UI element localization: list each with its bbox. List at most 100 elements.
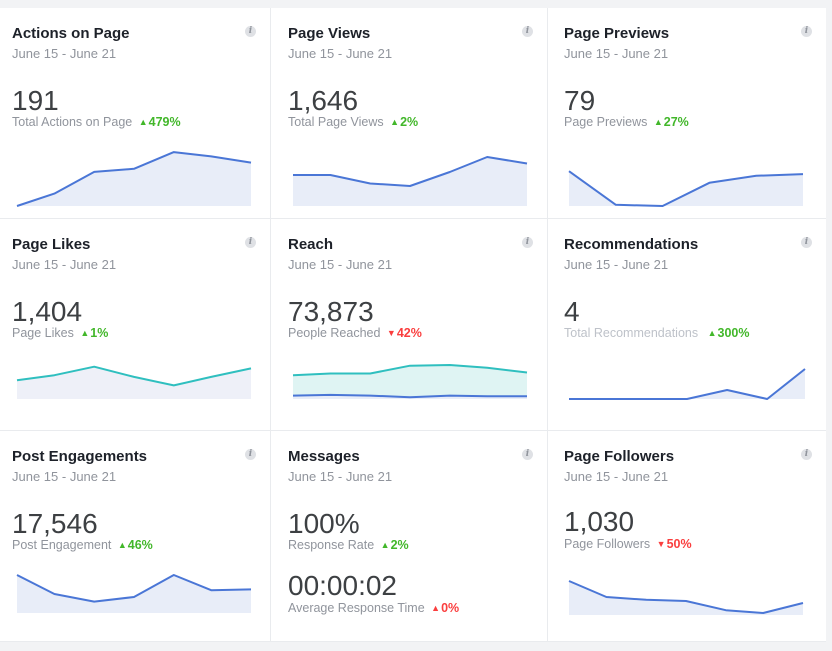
metric-label-row: Total Actions on Page ▲479% bbox=[12, 115, 181, 129]
card-page-previews[interactable]: Page Previews June 15 - June 21 i 79 Pag… bbox=[548, 8, 826, 219]
card-recommendations[interactable]: Recommendations June 15 - June 21 i 4 To… bbox=[548, 219, 826, 431]
change-percent: 479% bbox=[148, 115, 181, 129]
metric-label-row: Total Page Views ▲2% bbox=[288, 115, 418, 129]
sparkline-area bbox=[17, 366, 251, 399]
card-date-range: June 15 - June 21 bbox=[288, 257, 393, 272]
info-icon[interactable]: i bbox=[522, 449, 533, 460]
change-percent: 42% bbox=[396, 326, 422, 340]
triangle-up-icon: ▲ bbox=[80, 328, 90, 338]
reach-line-organic bbox=[292, 364, 528, 377]
change-indicator: ▲300% bbox=[708, 326, 750, 340]
sparkline-line bbox=[16, 574, 252, 603]
info-icon[interactable]: i bbox=[801, 26, 812, 37]
card-actions-on-page[interactable]: Actions on Page June 15 - June 21 i 191 … bbox=[0, 8, 271, 219]
card-title: Actions on Page bbox=[12, 25, 130, 42]
reach-area-organic bbox=[293, 365, 527, 398]
card-reach[interactable]: Reach June 15 - June 21 i 73,873 People … bbox=[271, 219, 548, 431]
card-title: Recommendations bbox=[564, 236, 699, 253]
sparkline-area bbox=[569, 171, 803, 206]
card-date-range: June 15 - June 21 bbox=[12, 469, 117, 484]
info-icon[interactable]: i bbox=[801, 449, 812, 460]
response-rate-value: 100% bbox=[288, 508, 360, 539]
change-percent: 2% bbox=[390, 538, 409, 552]
card-title: Post Engagements bbox=[12, 448, 148, 465]
metric-value: 4 bbox=[564, 296, 580, 327]
change-percent: 50% bbox=[666, 537, 692, 551]
triangle-down-icon: ▼ bbox=[386, 328, 396, 338]
metric-label: Page Likes bbox=[12, 326, 74, 340]
sparkline-area bbox=[569, 581, 803, 615]
card-title: Page Previews bbox=[564, 25, 670, 42]
sparkline-chart bbox=[568, 170, 804, 207]
change-indicator: ▲0% bbox=[431, 601, 459, 615]
triangle-up-icon: ▲ bbox=[653, 117, 663, 127]
card-post-engagements[interactable]: Post Engagements June 15 - June 21 i 17,… bbox=[0, 431, 271, 642]
change-indicator: ▼42% bbox=[387, 326, 422, 340]
metric-label-row: Total Recommendations ▲300% bbox=[564, 326, 750, 340]
card-title: Page Views bbox=[288, 25, 371, 42]
sparkline-chart bbox=[568, 580, 804, 615]
card-date-range: June 15 - June 21 bbox=[564, 257, 669, 272]
change-indicator: ▲479% bbox=[139, 115, 181, 129]
info-icon[interactable]: i bbox=[245, 237, 256, 248]
card-title: Page Followers bbox=[564, 448, 675, 465]
card-messages[interactable]: Messages June 15 - June 21 i 100% Respon… bbox=[271, 431, 548, 642]
sparkline-chart bbox=[569, 368, 806, 400]
sparkline-area bbox=[569, 369, 805, 399]
change-indicator: ▼50% bbox=[657, 537, 692, 551]
sparkline-line bbox=[568, 170, 804, 207]
sparkline-line bbox=[16, 365, 252, 387]
triangle-up-icon: ▲ bbox=[117, 540, 127, 550]
card-date-range: June 15 - June 21 bbox=[12, 46, 117, 61]
metric-label: People Reached bbox=[288, 326, 381, 340]
sparkline-area bbox=[17, 152, 251, 206]
triangle-down-icon: ▼ bbox=[656, 539, 666, 549]
sparkline-line bbox=[568, 580, 804, 614]
metric-value: 1,646 bbox=[288, 85, 359, 116]
sparkline-chart bbox=[293, 156, 528, 206]
info-icon[interactable]: i bbox=[522, 26, 533, 37]
change-indicator: ▲2% bbox=[390, 115, 418, 129]
metric-value: 73,873 bbox=[288, 296, 374, 327]
change-percent: 2% bbox=[400, 115, 419, 129]
metric-label-row: Post Engagement ▲46% bbox=[12, 538, 153, 552]
change-percent: 1% bbox=[90, 326, 109, 340]
change-indicator: ▲2% bbox=[381, 538, 409, 552]
change-percent: 0% bbox=[441, 601, 460, 615]
card-title: Page Likes bbox=[12, 236, 91, 253]
info-icon[interactable]: i bbox=[801, 237, 812, 248]
sparkline-area bbox=[293, 157, 527, 206]
response-time-value: 00:00:02 bbox=[288, 570, 397, 601]
metric-label: Total Page Views bbox=[288, 115, 384, 129]
metric-label: Page Previews bbox=[564, 115, 648, 129]
change-indicator: ▲1% bbox=[80, 326, 108, 340]
change-percent: 46% bbox=[127, 538, 153, 552]
metric-value: 79 bbox=[564, 85, 596, 116]
info-icon[interactable]: i bbox=[245, 449, 256, 460]
sparkline-chart-stacked bbox=[292, 364, 528, 399]
card-date-range: June 15 - June 21 bbox=[564, 469, 669, 484]
card-title: Messages bbox=[288, 448, 360, 465]
metric-value: 191 bbox=[12, 85, 59, 116]
sparkline-line bbox=[569, 368, 806, 400]
card-page-views[interactable]: Page Views June 15 - June 21 i 1,646 Tot… bbox=[271, 8, 548, 219]
info-icon[interactable]: i bbox=[522, 237, 533, 248]
card-date-range: June 15 - June 21 bbox=[564, 46, 669, 61]
card-date-range: June 15 - June 21 bbox=[288, 46, 393, 61]
sparkline-chart bbox=[16, 151, 252, 207]
card-date-range: June 15 - June 21 bbox=[288, 469, 393, 484]
metric-value: 1,404 bbox=[12, 296, 83, 327]
metric-value: 17,546 bbox=[12, 508, 98, 539]
sparkline-line bbox=[16, 151, 252, 207]
sparkline-chart bbox=[16, 574, 252, 613]
card-date-range: June 15 - June 21 bbox=[12, 257, 117, 272]
change-percent: 300% bbox=[717, 326, 750, 340]
card-page-likes[interactable]: Page Likes June 15 - June 21 i 1,404 Pag… bbox=[0, 219, 271, 431]
triangle-up-icon: ▲ bbox=[390, 117, 400, 127]
card-page-followers[interactable]: Page Followers June 15 - June 21 i 1,030… bbox=[548, 431, 826, 642]
reach-line-paid bbox=[292, 393, 527, 399]
metric-label-row-2: Average Response Time ▲0% bbox=[288, 601, 459, 615]
info-icon[interactable]: i bbox=[245, 26, 256, 37]
sparkline-area bbox=[17, 575, 251, 613]
triangle-up-icon: ▲ bbox=[431, 603, 441, 613]
